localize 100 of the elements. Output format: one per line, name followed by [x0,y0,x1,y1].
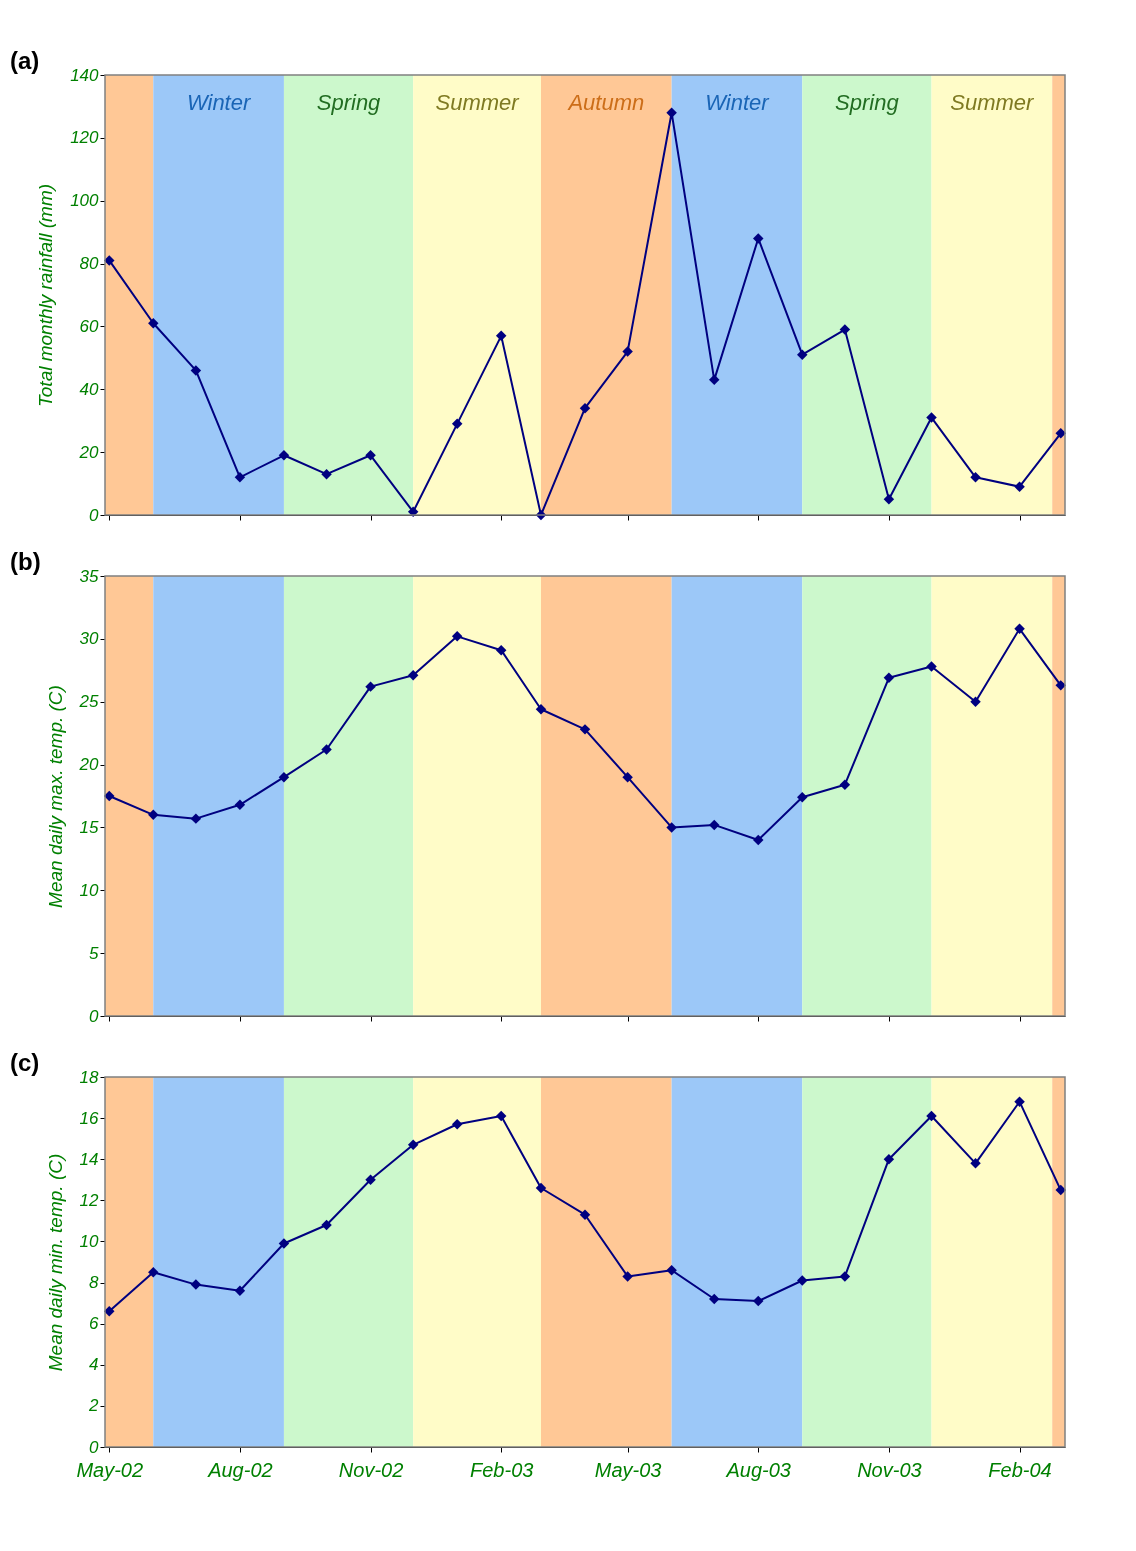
band-label: Spring [316,90,382,115]
point [234,472,246,483]
point [407,1139,419,1151]
point [321,468,332,480]
y-tick-label: 60 [79,316,100,336]
point [579,1209,591,1220]
y-tick-label: 18 [79,1067,100,1087]
band-label: Autumn [566,90,645,115]
point [666,822,677,833]
point [190,365,202,376]
y-tick-label: 20 [78,442,100,462]
y-tick-label: 30 [79,629,100,649]
point [883,1153,895,1165]
point [839,1271,851,1282]
point [579,402,591,414]
y-tick-label: 0 [89,1437,100,1457]
point [365,1174,376,1186]
point [278,450,290,461]
point [883,672,895,684]
band-label: Winter [186,90,252,115]
y-axis-title: Mean daily max. temp. (C) [44,685,66,908]
chart-title: (c) [10,1049,40,1076]
y-tick-label: 120 [70,128,100,148]
x-tick-label: May-03 [594,1458,662,1481]
x-tick-label: Nov-02 [338,1458,404,1481]
x-tick-label: Nov-03 [857,1458,922,1481]
y-tick-label: 25 [78,692,100,712]
point [365,450,376,461]
point [451,418,463,430]
y-tick-label: 0 [89,505,100,525]
point [321,1219,332,1231]
point [278,1238,290,1249]
point [708,819,720,831]
point [883,494,895,505]
point [148,1267,159,1278]
y-axis-title: Total monthly rainfall (mm) [35,183,57,408]
point [622,771,633,783]
point [148,809,159,821]
point [535,1182,547,1194]
point [1014,623,1025,635]
point [797,792,808,803]
point [926,1110,937,1122]
point [926,661,937,672]
point [104,1306,115,1317]
point [278,771,290,783]
band-label: Spring [835,90,900,115]
y-tick-label: 35 [79,566,100,586]
y-tick-label: 12 [79,1190,100,1210]
y-tick-label: 4 [89,1355,99,1375]
point [495,1110,507,1122]
point [1055,428,1066,439]
point [753,233,764,244]
point [622,346,633,357]
point [407,670,419,681]
point [1014,481,1025,492]
y-tick-label: 14 [79,1149,99,1169]
point [708,1293,720,1305]
point [495,644,507,656]
y-tick-label: 8 [89,1273,100,1293]
chart-title: (a) [10,47,40,74]
y-tick-label: 80 [79,254,100,274]
point [190,813,202,824]
point [234,1285,246,1297]
band-label: Summer [435,90,521,115]
y-tick-label: 6 [89,1314,100,1334]
point [535,704,547,715]
point [321,744,332,755]
y-tick-label: 20 [78,755,100,775]
chart-title: (b) [10,548,41,575]
y-tick-label: 15 [79,817,100,837]
x-tick-label: Feb-03 [470,1458,534,1481]
point [708,374,720,386]
x-tick-label: May-02 [76,1458,144,1481]
point [1055,1184,1066,1196]
point [839,779,851,790]
y-tick-label: 0 [89,1006,100,1026]
point [365,681,376,692]
band-label: Summer [950,90,1036,115]
point [451,631,463,642]
x-tick-label: Feb-04 [988,1458,1052,1481]
y-tick-label: 100 [70,191,100,211]
point [148,318,159,329]
point [970,696,981,707]
point [753,834,764,846]
point [495,330,507,342]
point [797,349,808,360]
point [797,1275,808,1286]
y-axis-title: Mean daily min. temp. (C) [44,1153,66,1372]
y-tick-label: 16 [79,1108,100,1128]
point [451,1119,463,1130]
point [104,255,115,266]
y-tick-label: 10 [79,880,100,900]
point [1014,1096,1025,1107]
point [666,107,677,118]
y-tick-label: 10 [79,1231,100,1251]
point [753,1295,764,1307]
point [926,412,937,423]
point [1055,680,1066,691]
point [622,1271,633,1282]
point [234,799,246,811]
